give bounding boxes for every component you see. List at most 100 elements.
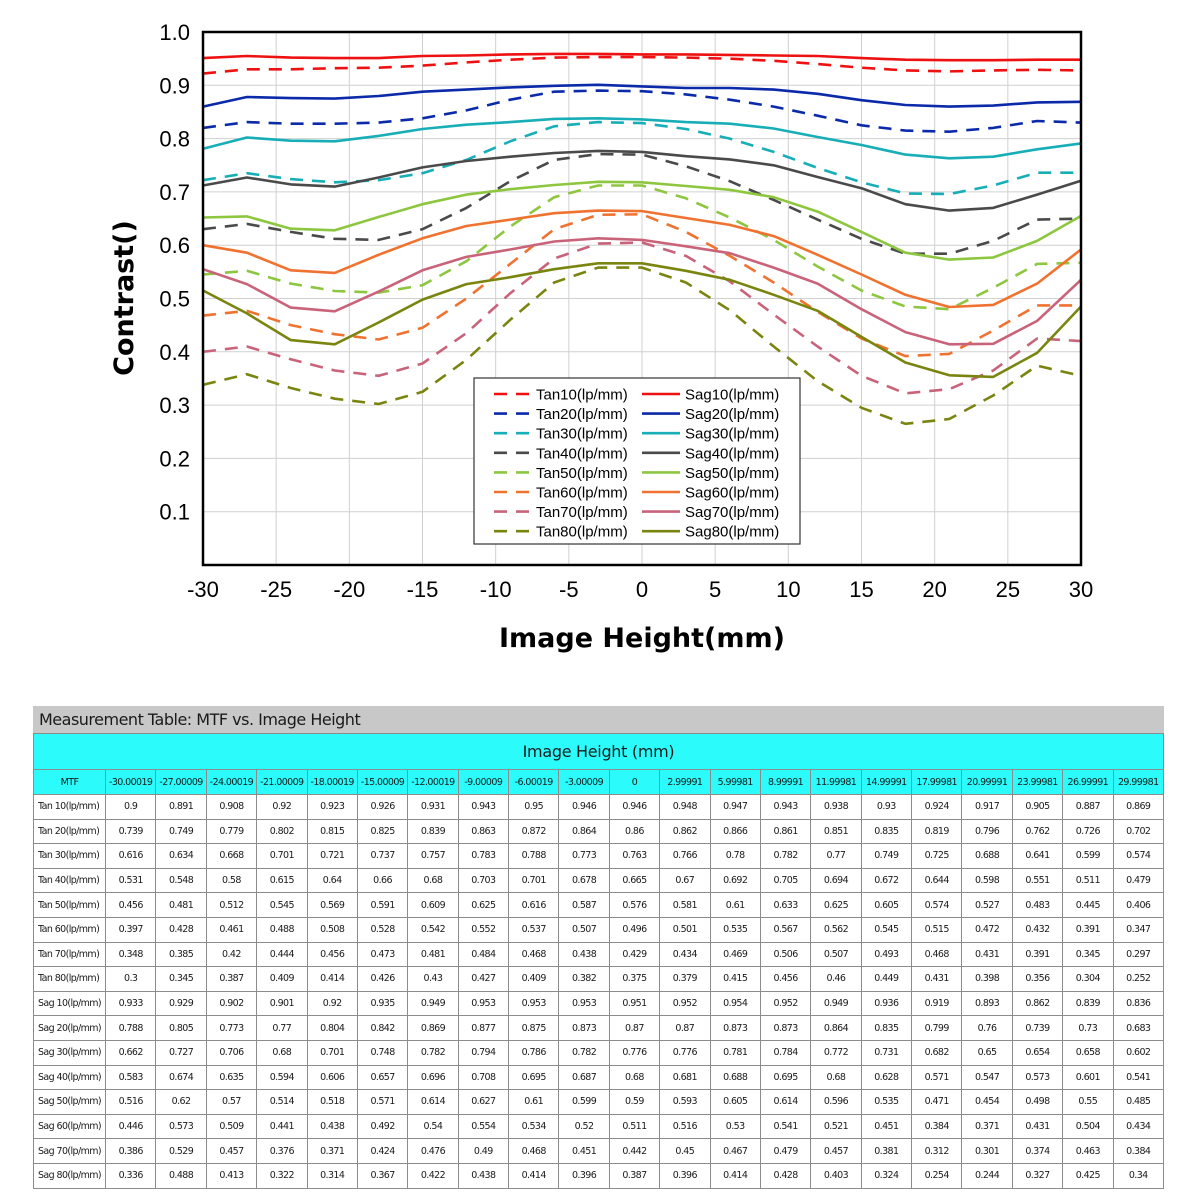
table-cell: 0.864 xyxy=(558,818,610,845)
table-cell: 0.776 xyxy=(608,1039,661,1066)
table-cell: 0.438 xyxy=(558,941,610,968)
table-cell: 0.55 xyxy=(1062,1089,1114,1115)
table-cell: 0.554 xyxy=(457,1113,510,1140)
column-header: -3.00009 xyxy=(558,769,610,795)
table-cell: 0.428 xyxy=(155,916,207,943)
table-cell: 0.692 xyxy=(709,867,761,894)
table-cell: 0.625 xyxy=(810,892,862,918)
table-cell: 0.635 xyxy=(205,1064,258,1091)
x-tick-label: 15 xyxy=(849,577,873,602)
x-tick-label: -20 xyxy=(333,577,365,602)
table-cell: 0.946 xyxy=(558,794,610,820)
column-header: 17.99981 xyxy=(910,769,963,795)
table-cell: 0.483 xyxy=(1011,892,1064,918)
x-tick-label: 20 xyxy=(922,577,946,602)
table-cell: 0.545 xyxy=(860,916,913,943)
table-cell: 0.609 xyxy=(407,892,459,918)
table-cell: 0.397 xyxy=(104,916,157,943)
table-cell: 0.788 xyxy=(104,1015,157,1041)
row-label: Tan 10(lp/mm) xyxy=(33,794,106,820)
table-cell: 0.799 xyxy=(910,1015,963,1041)
measurement-table-panel: Measurement Table: MTF vs. Image Height … xyxy=(33,706,1164,1189)
series-line-tan10 xyxy=(202,55,1082,75)
table-cell: 0.68 xyxy=(256,1039,308,1066)
table-cell: 0.438 xyxy=(306,1113,358,1140)
table-cell: 0.456 xyxy=(104,892,157,918)
table-cell: 0.484 xyxy=(457,941,510,968)
table-cell: 0.444 xyxy=(256,941,308,968)
column-header: 23.99981 xyxy=(1011,769,1064,795)
table-cell: 0.384 xyxy=(1112,1138,1164,1164)
table-cell: 0.367 xyxy=(356,1162,409,1189)
x-tick-label: -25 xyxy=(260,577,292,602)
table-cell: 0.431 xyxy=(1011,1113,1064,1140)
table-cell: 0.537 xyxy=(507,916,560,943)
series-line-tan80 xyxy=(202,266,1082,426)
table-cell: 0.541 xyxy=(1112,1064,1164,1091)
table-cell: 0.599 xyxy=(1062,843,1114,869)
table-cell: 0.926 xyxy=(356,794,409,820)
table-cell: 0.348 xyxy=(104,941,157,968)
table-cell: 0.456 xyxy=(306,941,358,968)
table-cell: 0.599 xyxy=(558,1089,610,1115)
table-cell: 0.594 xyxy=(256,1064,308,1091)
table-cell: 0.786 xyxy=(507,1039,560,1066)
table-cell: 0.322 xyxy=(256,1162,308,1189)
table-cell: 0.825 xyxy=(356,818,409,845)
table-cell: 0.954 xyxy=(709,990,761,1017)
table-cell: 0.312 xyxy=(910,1138,963,1164)
table-cell: 0.835 xyxy=(860,818,913,845)
column-header: -27.00009 xyxy=(155,769,207,795)
table-cell: 0.493 xyxy=(860,941,913,968)
table-cell: 0.731 xyxy=(860,1039,913,1066)
table-cell: 0.252 xyxy=(1112,966,1164,992)
table-cell: 0.836 xyxy=(1112,990,1164,1017)
table-cell: 0.414 xyxy=(306,966,358,992)
legend-label: Sag50(lp/mm) xyxy=(685,465,779,482)
table-cell: 0.682 xyxy=(910,1039,963,1066)
table-cell: 0.706 xyxy=(205,1039,258,1066)
table-cell: 0.345 xyxy=(155,966,207,992)
table-cell: 0.468 xyxy=(507,941,560,968)
table-cell: 0.43 xyxy=(407,966,459,992)
table-row: Tan 10(lp/mm) 0.9 0.891 0.908 0.92 0.923 0.926… xyxy=(33,794,1164,820)
table-cell: 0.384 xyxy=(910,1113,963,1140)
table-cell: 0.783 xyxy=(457,843,510,869)
table-cell: 0.426 xyxy=(356,966,409,992)
column-header: -24.00019 xyxy=(205,769,258,795)
series-line-sag70 xyxy=(202,237,1082,346)
row-label: Tan 50(lp/mm) xyxy=(33,892,106,918)
table-cell: 0.696 xyxy=(407,1064,459,1091)
table-cell: 0.835 xyxy=(860,1015,913,1041)
column-header: 26.99991 xyxy=(1062,769,1114,795)
table-row: Sag 40(lp/mm) 0.583 0.674 0.635 0.594 0.606 0.… xyxy=(33,1064,1164,1091)
table-cell: 0.721 xyxy=(306,843,358,869)
table-cell: 0.776 xyxy=(659,1039,711,1066)
legend-label: Tan70(lp/mm) xyxy=(536,504,628,521)
table-cell: 0.705 xyxy=(759,867,812,894)
row-label: Tan 70(lp/mm) xyxy=(33,941,106,968)
table-cell: 0.501 xyxy=(659,916,711,943)
table-cell: 0.901 xyxy=(256,990,308,1017)
table-cell: 0.504 xyxy=(1062,1113,1114,1140)
table-cell: 0.943 xyxy=(457,794,510,820)
table-cell: 0.62 xyxy=(155,1089,207,1115)
table-cell: 0.819 xyxy=(910,818,963,845)
series-line-tan20 xyxy=(202,89,1082,133)
table-cell: 0.457 xyxy=(205,1138,258,1164)
table-cell: 0.781 xyxy=(709,1039,761,1066)
table-cell: 0.57 xyxy=(205,1089,258,1115)
table-cell: 0.782 xyxy=(759,843,812,869)
table-cell: 0.434 xyxy=(1112,1113,1164,1140)
table-cell: 0.552 xyxy=(457,916,510,943)
group-header-image-height: Image Height (mm) xyxy=(33,733,1164,770)
table-cell: 0.933 xyxy=(104,990,157,1017)
table-cell: 0.511 xyxy=(1062,867,1114,894)
table-cell: 0.87 xyxy=(608,1015,661,1041)
table-cell: 0.581 xyxy=(659,892,711,918)
table-cell: 0.634 xyxy=(155,843,207,869)
table-cell: 0.254 xyxy=(910,1162,963,1189)
table-row: Sag 50(lp/mm) 0.516 0.62 0.57 0.514 0.518 0.57… xyxy=(33,1089,1164,1115)
table-cell: 0.782 xyxy=(407,1039,459,1066)
table-cell: 0.725 xyxy=(910,843,963,869)
